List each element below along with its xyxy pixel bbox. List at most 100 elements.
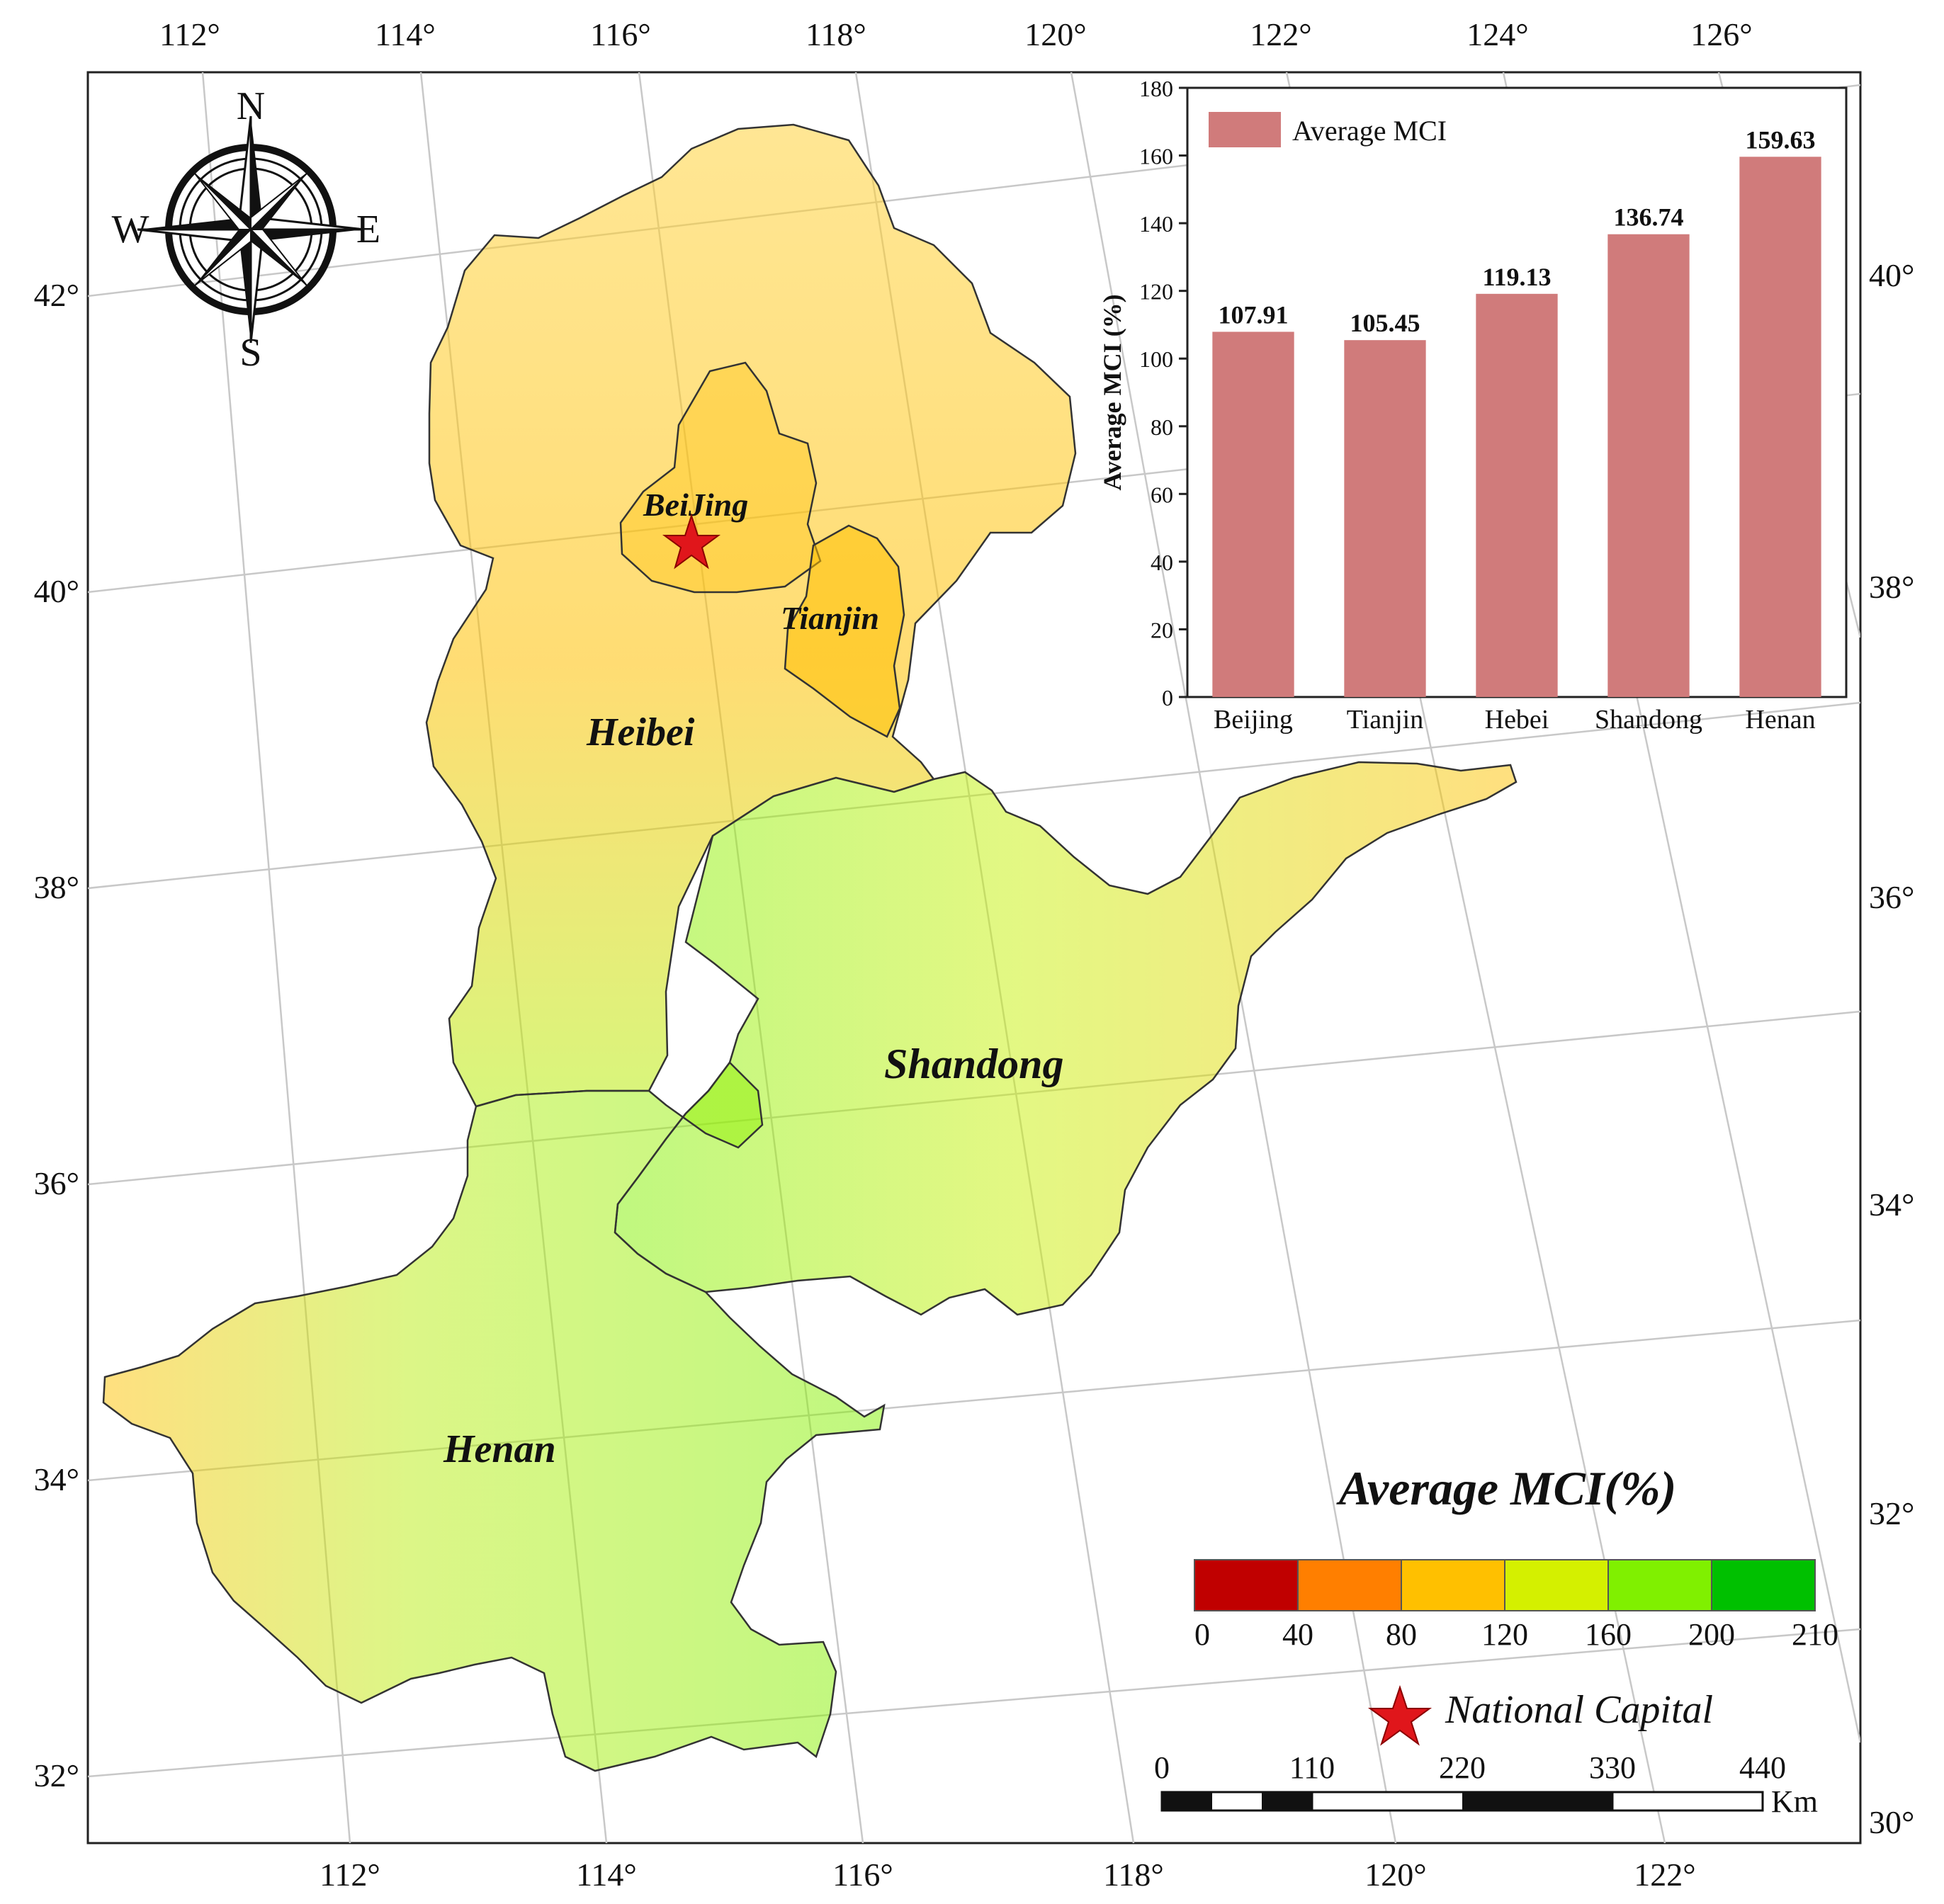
scale-unit: Km [1771, 1784, 1818, 1819]
chart-legend-label: Average MCI [1292, 115, 1447, 147]
legend-capital-label: National Capital [1445, 1688, 1713, 1732]
chart-value-label: 119.13 [1482, 263, 1551, 291]
bottom-tick-labels: 112° 114° 116° 118° 120° 122° [320, 1857, 1696, 1893]
right-tick: 34° [1869, 1186, 1914, 1223]
left-tick: 40° [34, 573, 79, 609]
scale-label: 220 [1439, 1750, 1486, 1785]
top-tick: 114° [375, 16, 436, 52]
right-tick: 40° [1869, 257, 1914, 293]
chart-y-tick-label: 160 [1139, 144, 1173, 169]
henan-boundary [102, 1061, 886, 1772]
chart-bar [1476, 293, 1558, 697]
left-tick: 38° [34, 869, 79, 905]
province-label-beijing: BeiJing [643, 487, 748, 523]
bottom-tick: 114° [576, 1857, 637, 1893]
scale-label: 0 [1154, 1750, 1170, 1785]
chart-value-label: 105.45 [1350, 309, 1420, 337]
legend-color-box [1297, 1559, 1402, 1611]
legend-color-box [1504, 1559, 1609, 1611]
chart-y-tick-label: 80 [1151, 414, 1173, 440]
chart-bars [1212, 157, 1821, 698]
scale-label: 440 [1739, 1750, 1786, 1785]
chart-category-label: Hebei [1485, 705, 1549, 735]
chart-y-tick-label: 180 [1139, 76, 1173, 101]
province-label-henan: Henan [443, 1427, 556, 1471]
legend-color-box [1401, 1559, 1505, 1611]
chart-y-tick-label: 0 [1162, 685, 1173, 710]
chart-y-tick-label: 20 [1151, 617, 1173, 642]
capital-star-marker [662, 513, 721, 570]
right-tick: 38° [1869, 569, 1914, 605]
legend-break-label: 200 [1688, 1617, 1735, 1652]
legend-break-label: 40 [1282, 1617, 1313, 1652]
legend-break-label: 210 [1792, 1617, 1838, 1652]
chart-bar [1344, 340, 1426, 697]
chart-bar [1212, 332, 1294, 697]
right-tick: 36° [1869, 879, 1914, 915]
chart-legend-swatch [1209, 112, 1281, 147]
legend-break-label: 160 [1585, 1617, 1632, 1652]
inset-bar-chart: 0 20 40 60 80 100 120 140 160 180 107.91 105.45 119… [1098, 76, 1848, 735]
left-tick: 32° [34, 1757, 79, 1794]
left-tick-labels: 42° 40° 38° 36° 34° 32° [34, 277, 79, 1794]
compass-rose-icon [137, 115, 365, 344]
top-tick: 120° [1024, 16, 1086, 52]
top-tick: 126° [1690, 16, 1752, 52]
compass-n: N [237, 84, 265, 128]
chart-y-tick-label: 140 [1139, 211, 1173, 237]
chart-bar [1739, 157, 1821, 697]
chart-value-label: 107.91 [1219, 300, 1289, 329]
right-tick: 32° [1869, 1495, 1914, 1531]
legend-color-box [1607, 1559, 1712, 1611]
compass-s: S [239, 331, 261, 375]
legend-color-box [1711, 1559, 1816, 1611]
compass-e: E [356, 208, 380, 251]
bottom-tick: 118° [1103, 1857, 1164, 1893]
bottom-tick: 112° [320, 1857, 380, 1893]
top-tick: 116° [590, 16, 651, 52]
chart-category-labels: Beijing Tianjin Hebei Shandong Henan [1214, 705, 1816, 735]
chart-category-label: Tianjin [1347, 705, 1423, 735]
chart-y-tick-label: 40 [1151, 550, 1173, 575]
legend-break-label: 0 [1194, 1617, 1210, 1652]
bottom-tick: 116° [832, 1857, 893, 1893]
chart-y-axis: 0 20 40 60 80 100 120 140 160 180 [1139, 76, 1187, 710]
right-tick-labels: 40° 38° 36° 34° 32° 30° [1869, 257, 1914, 1840]
scale-label: 110 [1289, 1750, 1335, 1785]
chart-value-label: 136.74 [1614, 203, 1684, 232]
top-tick: 124° [1467, 16, 1528, 52]
legend-break-label: 120 [1481, 1617, 1528, 1652]
chart-value-labels: 107.91 105.45 119.13 136.74 159.63 [1219, 125, 1816, 337]
top-tick: 118° [806, 16, 866, 52]
chart-y-tick-label: 120 [1139, 279, 1173, 305]
chart-y-tick-label: 60 [1151, 482, 1173, 507]
top-tick: 122° [1250, 16, 1311, 52]
top-tick: 112° [159, 16, 220, 52]
scale-bar [1160, 1791, 1764, 1812]
province-label-tianjin: Tianjin [781, 600, 879, 636]
legend-capital-star-icon [1367, 1684, 1432, 1746]
legend-break-labels: 0 40 80 120 160 200 210 [1194, 1617, 1838, 1652]
bottom-tick: 120° [1364, 1857, 1426, 1893]
left-tick: 36° [34, 1165, 79, 1201]
chart-category-label: Henan [1745, 705, 1815, 735]
tianjin-boundary [784, 524, 905, 738]
right-tick: 30° [1869, 1804, 1914, 1840]
scale-label: 330 [1589, 1750, 1636, 1785]
chart-category-label: Beijing [1214, 705, 1293, 735]
left-tick: 34° [34, 1461, 79, 1497]
chart-y-axis-title: Average MCI (%) [1098, 294, 1126, 490]
chart-bar [1607, 234, 1690, 698]
province-label-shandong: Shandong [884, 1041, 1063, 1087]
legend-color-box [1194, 1559, 1299, 1611]
legend-title: Average MCI(%) [1336, 1461, 1677, 1515]
legend-color-ramp [1194, 1559, 1816, 1611]
top-tick-labels: 112° 114° 116° 118° 120° 122° 124° 126° [159, 16, 1753, 52]
bottom-tick: 122° [1634, 1857, 1695, 1893]
legend-break-label: 80 [1386, 1617, 1417, 1652]
chart-category-label: Shandong [1595, 705, 1702, 735]
compass-w: W [112, 208, 149, 251]
left-tick: 42° [34, 277, 79, 313]
chart-value-label: 159.63 [1746, 125, 1816, 154]
